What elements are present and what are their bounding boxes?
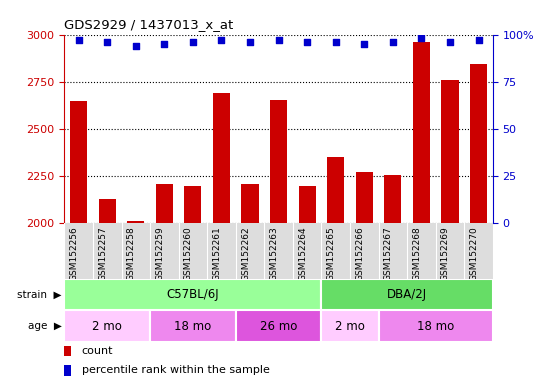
Text: GDS2929 / 1437013_x_at: GDS2929 / 1437013_x_at: [64, 18, 234, 31]
Text: GSM152267: GSM152267: [384, 226, 393, 281]
Bar: [441, 80, 459, 223]
Point: [74, 37, 83, 43]
Point: [160, 41, 169, 47]
Bar: [156, 184, 173, 223]
Point: [217, 37, 226, 43]
Bar: [236, 310, 321, 342]
Bar: [321, 279, 493, 310]
Bar: [356, 172, 373, 223]
Text: GSM152269: GSM152269: [441, 226, 450, 281]
Text: 2 mo: 2 mo: [335, 319, 365, 333]
Bar: [379, 310, 493, 342]
Point: [360, 41, 368, 47]
Text: percentile rank within the sample: percentile rank within the sample: [82, 365, 269, 375]
Text: GSM152257: GSM152257: [98, 226, 108, 281]
Point: [331, 39, 340, 45]
Text: 18 mo: 18 mo: [174, 319, 212, 333]
Point: [245, 39, 254, 45]
Text: GSM152256: GSM152256: [69, 226, 78, 281]
Text: count: count: [82, 346, 113, 356]
Point: [302, 39, 311, 45]
Bar: [270, 99, 287, 223]
Text: GSM152261: GSM152261: [212, 226, 221, 281]
Text: GSM152270: GSM152270: [469, 226, 478, 281]
Bar: [127, 221, 144, 223]
Bar: [413, 42, 430, 223]
Text: 26 mo: 26 mo: [260, 319, 297, 333]
Text: GSM152258: GSM152258: [127, 226, 136, 281]
Text: strain  ▶: strain ▶: [17, 290, 62, 300]
Text: GSM152264: GSM152264: [298, 226, 307, 281]
Bar: [64, 365, 71, 376]
Bar: [64, 310, 150, 342]
Bar: [64, 279, 321, 310]
Point: [103, 39, 112, 45]
Text: GSM152259: GSM152259: [155, 226, 165, 281]
Text: DBA/2J: DBA/2J: [387, 288, 427, 301]
Text: GSM152260: GSM152260: [184, 226, 193, 281]
Text: GSM152266: GSM152266: [355, 226, 364, 281]
Text: 18 mo: 18 mo: [417, 319, 454, 333]
Point: [131, 43, 140, 49]
Bar: [241, 184, 259, 223]
Text: GSM152263: GSM152263: [269, 226, 279, 281]
Bar: [327, 157, 344, 223]
Point: [417, 35, 426, 41]
Bar: [150, 310, 236, 342]
Bar: [64, 346, 71, 356]
Text: GSM152262: GSM152262: [241, 226, 250, 281]
Point: [274, 37, 283, 43]
Bar: [470, 64, 487, 223]
Bar: [384, 175, 402, 223]
Point: [474, 37, 483, 43]
Bar: [184, 186, 202, 223]
Text: age  ▶: age ▶: [28, 321, 62, 331]
Bar: [99, 199, 116, 223]
Point: [388, 39, 397, 45]
Text: GSM152265: GSM152265: [326, 226, 335, 281]
Bar: [321, 310, 379, 342]
Bar: [298, 186, 316, 223]
Point: [188, 39, 198, 45]
Text: C57BL/6J: C57BL/6J: [167, 288, 219, 301]
Bar: [213, 93, 230, 223]
Text: GSM152268: GSM152268: [412, 226, 421, 281]
Bar: [70, 101, 87, 223]
Point: [446, 39, 455, 45]
Text: 2 mo: 2 mo: [92, 319, 122, 333]
